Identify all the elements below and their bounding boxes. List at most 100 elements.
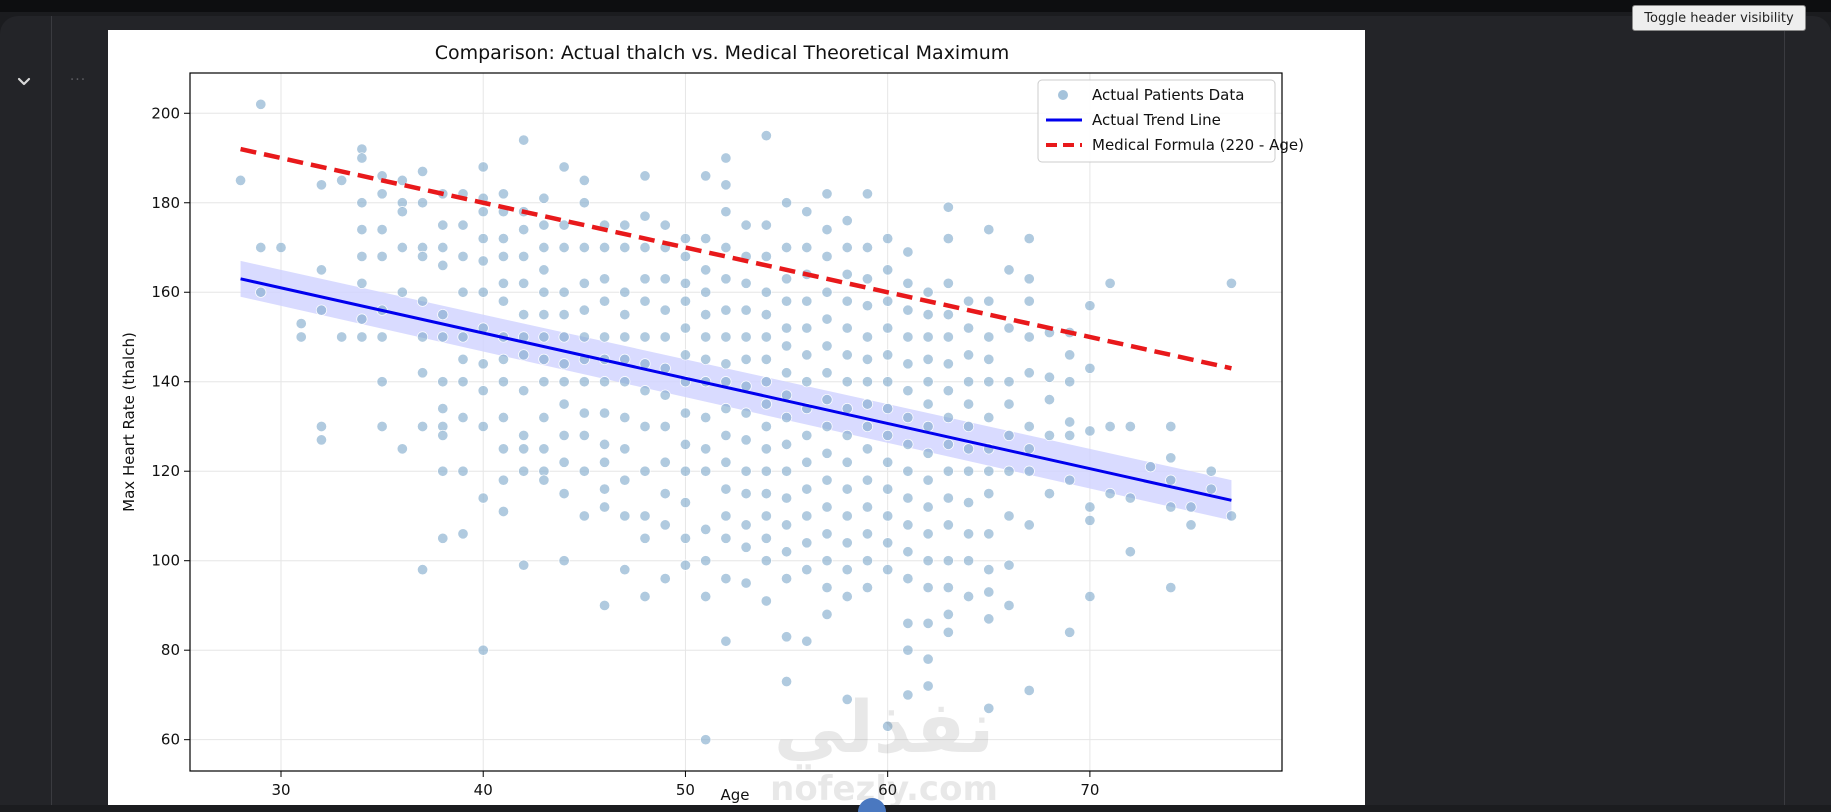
- data-point: [1165, 452, 1177, 464]
- data-point: [882, 295, 894, 307]
- data-point: [1165, 582, 1177, 594]
- x-tick-label: 70: [1080, 781, 1099, 799]
- data-point: [861, 582, 873, 594]
- data-point: [781, 573, 793, 585]
- data-point: [700, 353, 712, 365]
- data-point: [477, 206, 489, 218]
- data-point: [821, 367, 833, 379]
- data-point: [801, 295, 813, 307]
- data-point: [740, 353, 752, 365]
- data-point: [477, 644, 489, 656]
- data-point: [356, 197, 368, 209]
- data-point: [821, 474, 833, 486]
- toggle-header-visibility-button[interactable]: Toggle header visibility: [1632, 5, 1806, 31]
- data-point: [861, 300, 873, 312]
- data-point: [518, 224, 530, 236]
- data-point: [882, 403, 894, 415]
- data-point: [639, 331, 651, 343]
- data-point: [821, 286, 833, 298]
- data-point: [801, 635, 813, 647]
- data-point: [376, 250, 388, 262]
- data-point: [558, 429, 570, 441]
- data-point: [679, 295, 691, 307]
- data-point: [558, 219, 570, 231]
- data-point: [983, 331, 995, 343]
- data-point: [942, 555, 954, 567]
- data-point: [922, 617, 934, 629]
- data-point: [720, 331, 732, 343]
- data-point: [497, 376, 509, 388]
- data-point: [882, 483, 894, 495]
- data-point: [659, 488, 671, 500]
- data-point: [861, 331, 873, 343]
- data-point: [639, 170, 651, 182]
- data-point: [396, 241, 408, 254]
- plot-frame: [189, 72, 1283, 772]
- data-point: [599, 331, 611, 343]
- data-point: [861, 555, 873, 567]
- data-point: [1104, 488, 1116, 500]
- data-point: [1124, 492, 1136, 504]
- data-point: [922, 501, 934, 513]
- data-point: [538, 353, 550, 365]
- cell-gutter-divider: [51, 16, 52, 805]
- data-point: [760, 398, 772, 410]
- data-point: [882, 564, 894, 576]
- data-point: [781, 411, 793, 424]
- data-point: [922, 582, 934, 594]
- data-point: [720, 532, 732, 544]
- data-point: [942, 411, 954, 424]
- data-point: [760, 250, 772, 262]
- data-point: [861, 420, 873, 433]
- data-point: [1225, 510, 1237, 522]
- data-point: [983, 353, 995, 365]
- data-point: [518, 134, 530, 146]
- data-point: [599, 456, 611, 468]
- data-point: [801, 376, 813, 388]
- data-point: [1064, 474, 1076, 486]
- data-point: [477, 420, 489, 433]
- data-point: [477, 161, 489, 173]
- data-point: [457, 376, 469, 388]
- data-point: [1165, 420, 1177, 433]
- cell-right-divider: [1784, 16, 1785, 805]
- data-point: [518, 277, 530, 289]
- data-point: [1205, 465, 1217, 477]
- data-point: [639, 385, 651, 397]
- data-point: [841, 483, 853, 495]
- data-point: [599, 501, 611, 513]
- data-point: [1064, 626, 1076, 638]
- y-tick-label: 200: [151, 104, 180, 122]
- cell-more-button[interactable]: ···: [66, 70, 90, 90]
- data-point: [255, 98, 267, 110]
- data-point: [963, 376, 975, 388]
- data-point: [963, 528, 975, 540]
- data-point: [720, 179, 732, 191]
- cell-output: Comparison: Actual thalch vs. Medical Th…: [108, 30, 1365, 805]
- data-point: [801, 456, 813, 468]
- data-point: [315, 420, 327, 433]
- data-point: [882, 429, 894, 441]
- data-point: [538, 376, 550, 388]
- data-point: [538, 309, 550, 321]
- data-point: [477, 286, 489, 298]
- data-point: [700, 331, 712, 343]
- data-point: [1003, 264, 1015, 276]
- data-point: [1023, 519, 1035, 531]
- data-point: [315, 179, 327, 191]
- data-point: [781, 340, 793, 352]
- data-point: [457, 353, 469, 365]
- data-point: [963, 295, 975, 307]
- data-point: [659, 219, 671, 231]
- grid-lines: [190, 73, 1282, 771]
- data-point: [518, 559, 530, 571]
- data-point: [1165, 501, 1177, 513]
- data-point: [922, 474, 934, 486]
- data-point: [801, 349, 813, 361]
- collapse-cell-button[interactable]: [12, 70, 36, 94]
- data-point: [639, 210, 651, 222]
- data-point: [1084, 514, 1096, 526]
- data-point: [942, 626, 954, 638]
- y-tick-label: 160: [151, 283, 180, 301]
- data-point: [396, 206, 408, 218]
